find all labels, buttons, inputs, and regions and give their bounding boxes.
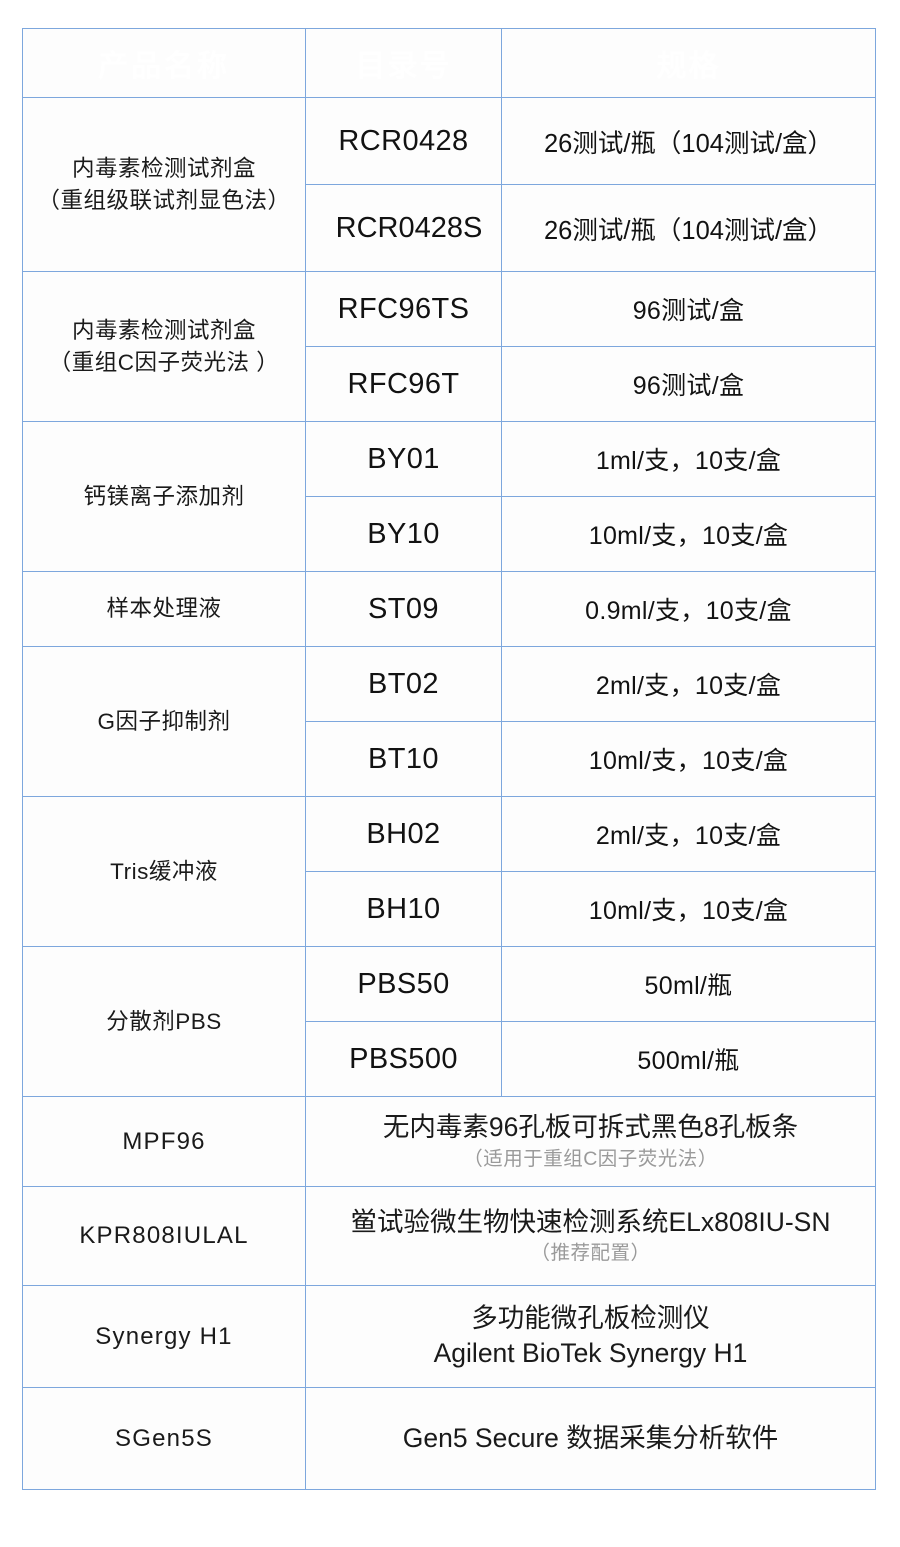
product-name-line2: （重组C因子荧光法 ） <box>48 349 280 375</box>
product-name-line1: 分散剂PBS <box>106 1008 222 1034</box>
table-row: Tris缓冲液 BH02 2ml/支，10支/盒 <box>22 796 876 947</box>
product-name-cell: 内毒素检测试剂盒 （重组C因子荧光法 ） <box>22 271 306 422</box>
specification-cell: 1ml/支，10支/盒 <box>501 421 876 497</box>
catalog-number-cell: PBS50 <box>305 946 502 1022</box>
product-name-cell: SGen5S <box>22 1387 306 1490</box>
product-name-cell: 钙镁离子添加剂 <box>22 421 306 572</box>
column-header-specification: 规格 <box>501 28 876 98</box>
table-row: 内毒素检测试剂盒 （重组C因子荧光法 ） RFC96TS 96测试/盒 <box>22 271 876 422</box>
specification-cell: 96测试/盒 <box>501 346 876 422</box>
table-row: BT10 10ml/支，10支/盒 <box>23 721 876 797</box>
table-row: 样本处理液 ST09 0.9ml/支，10支/盒 <box>22 571 876 647</box>
table-row: BH10 10ml/支，10支/盒 <box>23 871 876 947</box>
product-name-cell: 分散剂PBS <box>22 946 306 1097</box>
product-name-cell: Tris缓冲液 <box>22 796 306 947</box>
specification-cell: 26测试/瓶（104测试/盒） <box>501 184 876 272</box>
specification-subtext: （适用于重组C因子荧光法） <box>463 1147 718 1170</box>
product-name-cell: 样本处理液 <box>22 571 306 647</box>
table-body: 内毒素检测试剂盒 （重组级联试剂显色法） RCR0428 26测试/瓶（104测… <box>22 97 876 1490</box>
catalog-number-cell: BH10 <box>305 871 502 947</box>
specification-cell: 无内毒素96孔板可拆式黑色8孔板条 （适用于重组C因子荧光法） <box>305 1096 876 1187</box>
specification-cell: 96测试/盒 <box>501 271 876 347</box>
product-name-cell: 内毒素检测试剂盒 （重组级联试剂显色法） <box>22 97 306 272</box>
table-row: PBS500 500ml/瓶 <box>23 1021 876 1097</box>
table-row: 分散剂PBS PBS50 50ml/瓶 <box>22 946 876 1097</box>
catalog-number-cell: RFC96TS <box>305 271 502 347</box>
specification-cell: 10ml/支，10支/盒 <box>501 496 876 572</box>
product-specification-table: 产品名称 目录号 规格 内毒素检测试剂盒 （重组级联试剂显色法） RCR0428… <box>22 28 876 1490</box>
specification-main: 多功能微孔板检测仪 <box>471 1303 710 1334</box>
catalog-number-cell: PBS500 <box>305 1021 502 1097</box>
table-row: Synergy H1 多功能微孔板检测仪 Agilent BioTek Syne… <box>22 1285 876 1388</box>
table-row: RCR0428S 26测试/瓶（104测试/盒） <box>23 184 876 272</box>
table-row: G因子抑制剂 BT02 2ml/支，10支/盒 <box>22 646 876 797</box>
table-header: 产品名称 目录号 规格 <box>22 28 876 98</box>
product-name-line1: 内毒素检测试剂盒 <box>71 155 256 181</box>
specification-main: Gen5 Secure 数据采集分析软件 <box>402 1422 779 1453</box>
product-name-line1: Tris缓冲液 <box>110 858 218 884</box>
specification-subtext: （推荐配置） <box>530 1242 651 1265</box>
catalog-number-cell: RCR0428 <box>305 97 502 185</box>
catalog-number-cell: RCR0428S <box>305 184 502 272</box>
specification-cell: Gen5 Secure 数据采集分析软件 <box>305 1387 876 1490</box>
product-name-line1: 样本处理液 <box>106 596 222 622</box>
product-name-cell: KPR808IULAL <box>22 1186 306 1286</box>
specification-cell: 500ml/瓶 <box>501 1021 876 1097</box>
column-header-catalog-number: 目录号 <box>305 28 502 98</box>
product-name-line2: （重组级联试剂显色法） <box>37 187 291 213</box>
catalog-number-cell: RFC96T <box>305 346 502 422</box>
specification-cell: 0.9ml/支，10支/盒 <box>501 571 876 647</box>
table-row: RFC96T 96测试/盒 <box>23 346 876 422</box>
specification-cell: 鲎试验微生物快速检测系统ELx808IU-SN （推荐配置） <box>305 1186 876 1286</box>
table-row: KPR808IULAL 鲎试验微生物快速检测系统ELx808IU-SN （推荐配… <box>22 1186 876 1286</box>
product-name-cell: Synergy H1 <box>22 1285 306 1388</box>
catalog-number-cell: BY01 <box>305 421 502 497</box>
specification-cell: 2ml/支，10支/盒 <box>501 646 876 722</box>
table-row: SGen5S Gen5 Secure 数据采集分析软件 <box>22 1387 876 1490</box>
catalog-number-cell: ST09 <box>305 571 502 647</box>
specification-cell: 2ml/支，10支/盒 <box>501 796 876 872</box>
specification-cell: 多功能微孔板检测仪 Agilent BioTek Synergy H1 <box>305 1285 876 1388</box>
catalog-number-cell: BT10 <box>305 721 502 797</box>
product-name-cell: G因子抑制剂 <box>22 646 306 797</box>
table-row: 内毒素检测试剂盒 （重组级联试剂显色法） RCR0428 26测试/瓶（104测… <box>22 97 876 272</box>
specification-cell: 50ml/瓶 <box>501 946 876 1022</box>
product-name-cell: MPF96 <box>22 1096 306 1187</box>
product-name-line1: G因子抑制剂 <box>97 708 231 734</box>
catalog-number-cell: BH02 <box>305 796 502 872</box>
product-name-line1: 内毒素检测试剂盒 <box>71 317 256 343</box>
catalog-number-cell: BT02 <box>305 646 502 722</box>
table-row: BY10 10ml/支，10支/盒 <box>23 496 876 572</box>
column-header-product-name: 产品名称 <box>22 28 306 98</box>
specification-main: 鲎试验微生物快速检测系统ELx808IU-SN <box>350 1206 831 1237</box>
product-name-line1: 钙镁离子添加剂 <box>83 483 245 509</box>
table-row: 钙镁离子添加剂 BY01 1ml/支，10支/盒 <box>22 421 876 572</box>
specification-main: 无内毒素96孔板可拆式黑色8孔板条 <box>382 1112 799 1143</box>
specification-cell: 26测试/瓶（104测试/盒） <box>501 97 876 185</box>
specification-second-line: Agilent BioTek Synergy H1 <box>433 1338 748 1368</box>
catalog-number-cell: BY10 <box>305 496 502 572</box>
table-header-row: 产品名称 目录号 规格 <box>22 28 876 98</box>
specification-cell: 10ml/支，10支/盒 <box>501 871 876 947</box>
table-row: MPF96 无内毒素96孔板可拆式黑色8孔板条 （适用于重组C因子荧光法） <box>22 1096 876 1187</box>
specification-cell: 10ml/支，10支/盒 <box>501 721 876 797</box>
